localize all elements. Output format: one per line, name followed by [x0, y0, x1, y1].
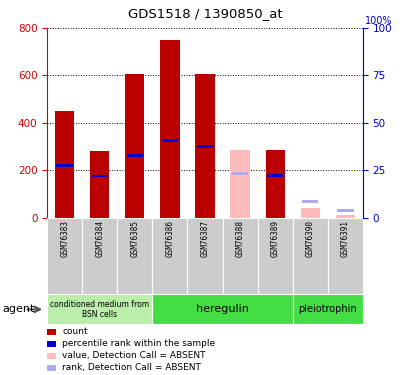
- Bar: [152, 294, 292, 324]
- Text: count: count: [62, 327, 88, 336]
- Text: conditioned medium from
BSN cells: conditioned medium from BSN cells: [50, 300, 149, 319]
- Bar: [292, 217, 327, 294]
- Text: GSM76390: GSM76390: [305, 220, 314, 257]
- Bar: [222, 217, 257, 294]
- Bar: [292, 294, 362, 324]
- Bar: [195, 74, 214, 217]
- Bar: [161, 139, 178, 142]
- Bar: [300, 207, 319, 218]
- Bar: [56, 164, 73, 167]
- Text: value, Detection Call = ABSENT: value, Detection Call = ABSENT: [62, 351, 205, 360]
- Bar: [82, 217, 117, 294]
- Bar: [327, 217, 362, 294]
- Text: pleiotrophin: pleiotrophin: [298, 304, 356, 314]
- Bar: [231, 172, 248, 175]
- Bar: [152, 217, 187, 294]
- Text: agent: agent: [2, 304, 34, 314]
- Bar: [91, 175, 108, 177]
- Text: GDS1518 / 1390850_at: GDS1518 / 1390850_at: [127, 7, 282, 20]
- Bar: [47, 217, 82, 294]
- Bar: [47, 294, 152, 324]
- Text: GSM76388: GSM76388: [235, 220, 244, 257]
- Text: GSM76386: GSM76386: [165, 220, 174, 257]
- Bar: [187, 217, 222, 294]
- Bar: [301, 200, 318, 203]
- Text: heregulin: heregulin: [196, 304, 248, 314]
- Text: GSM76389: GSM76389: [270, 220, 279, 257]
- Bar: [336, 210, 353, 212]
- Text: rank, Detection Call = ABSENT: rank, Detection Call = ABSENT: [62, 363, 201, 372]
- Bar: [335, 215, 354, 217]
- Bar: [231, 172, 248, 175]
- Bar: [257, 217, 292, 294]
- Bar: [265, 150, 284, 217]
- Text: GSM76384: GSM76384: [95, 220, 104, 257]
- Bar: [117, 217, 152, 294]
- Bar: [230, 150, 249, 217]
- Text: GSM76391: GSM76391: [340, 220, 349, 257]
- Bar: [160, 40, 179, 218]
- Bar: [196, 145, 213, 148]
- Text: GSM76385: GSM76385: [130, 220, 139, 257]
- Bar: [126, 154, 143, 157]
- Text: GSM76383: GSM76383: [60, 220, 69, 257]
- Text: 100%: 100%: [364, 16, 391, 26]
- Text: percentile rank within the sample: percentile rank within the sample: [62, 339, 215, 348]
- Bar: [55, 111, 74, 218]
- Bar: [266, 174, 283, 177]
- Bar: [125, 74, 144, 217]
- Text: GSM76387: GSM76387: [200, 220, 209, 257]
- Bar: [90, 151, 109, 217]
